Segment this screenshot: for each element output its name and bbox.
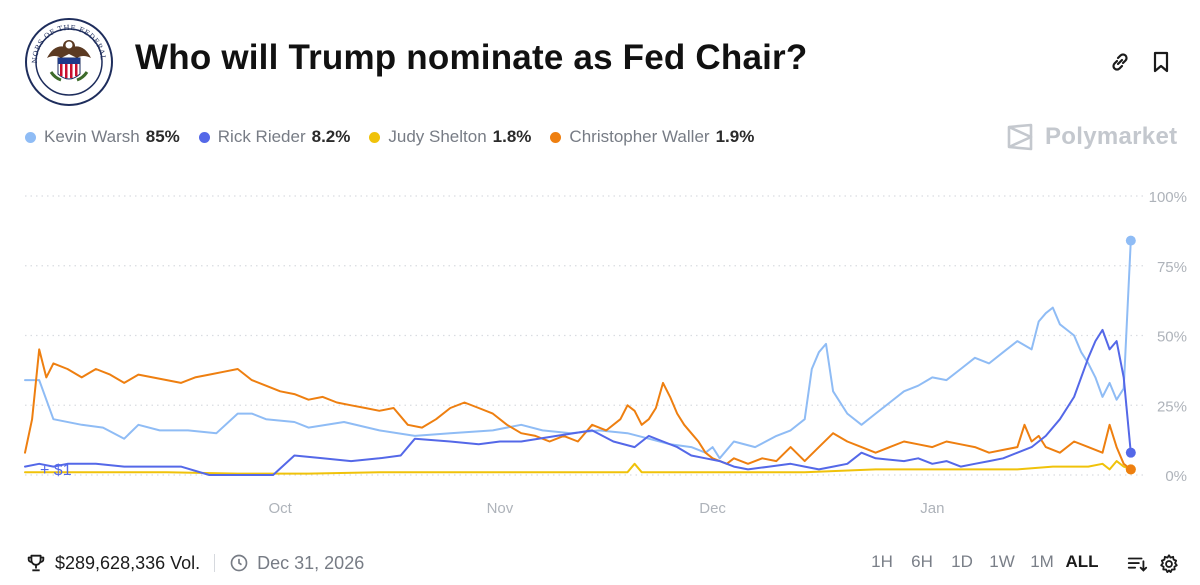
legend-item-judy-shelton[interactable]: Judy Shelton 1.8% [369,127,531,147]
legend-name: Rick Rieder [217,127,306,146]
clock-icon [230,554,248,572]
range-all[interactable]: ALL [1065,552,1099,571]
y-tick-label: 0% [1165,468,1187,485]
legend-name: Judy Shelton [388,127,487,146]
trophy-icon [27,554,45,572]
legend-dot [198,131,210,143]
sort-lines-icon[interactable] [1126,553,1148,575]
settings-gear-icon[interactable] [1158,553,1180,575]
series-line-kevin-warsh[interactable] [24,239,1132,460]
series-lines [24,239,1132,476]
x-tick-label: Dec [699,500,726,517]
x-tick-label: Oct [269,500,293,517]
range-1m[interactable]: 1M [1030,552,1054,571]
y-tick-label: 25% [1157,398,1187,415]
legend-value: 1.9% [715,127,755,146]
x-axis-labels: Oct Nov Dec Jan [269,500,945,517]
range-1d[interactable]: 1D [951,552,973,571]
series-endpoint-kevin-warsh[interactable] [1125,235,1136,246]
brand-name: Polymarket [1045,123,1178,150]
polymarket-brand: Polymarket [1005,122,1177,152]
legend-value: 8.2% [311,127,351,146]
end-date: Dec 31, 2026 [257,552,365,573]
time-range-selector: 1H 6H 1D 1W 1M ALL [862,552,1102,572]
legend-name: Kevin Warsh [44,127,140,146]
series-line-christopher-waller[interactable] [24,348,1132,471]
series-line-rick-rieder[interactable] [24,328,1132,476]
fed-seal-logo: BOARD OF GOVERNORS OF THE FEDERAL RESERV… [21,12,113,106]
bookmark-icon[interactable] [1149,50,1173,74]
legend-dot [369,131,381,143]
legend-dot [550,131,562,143]
series-endpoint-rick-rieder[interactable] [1125,447,1136,458]
legend-value: 1.8% [492,127,532,146]
y-axis-labels: 0% 25% 50% 75% 100% [1149,189,1187,485]
y-tick-label: 75% [1157,259,1187,276]
legend-item-rick-rieder[interactable]: Rick Rieder 8.2% [198,127,351,147]
chart-annotation: + $1 [40,462,72,479]
market-footer: $289,628,336 Vol. Dec 31, 2026 [25,552,364,574]
series-line-judy-shelton[interactable] [24,460,1132,475]
range-1h[interactable]: 1H [871,552,893,571]
link-icon[interactable] [1108,50,1132,74]
range-6h[interactable]: 6H [911,552,933,571]
series-endpoints [1125,235,1136,475]
x-tick-label: Nov [487,500,514,517]
legend-name: Christopher Waller [569,127,710,146]
polymarket-logo-icon [1007,123,1033,151]
divider [214,554,216,572]
legend-value: 85% [145,127,180,146]
volume-text: $289,628,336 Vol. [55,552,201,573]
price-history-chart[interactable]: 0% 25% 50% 75% 100% Oct Nov Dec Jan + $1 [0,180,1200,535]
page-title: Who will Trump nominate as Fed Chair? [135,38,808,77]
legend-dot [25,131,36,143]
chart-legend: Kevin Warsh 85% Rick Rieder 8.2% Judy Sh… [25,127,754,147]
legend-item-christopher-waller[interactable]: Christopher Waller 1.9% [550,127,754,147]
x-tick-label: Jan [920,500,944,517]
y-tick-label: 50% [1157,329,1187,346]
range-1w[interactable]: 1W [989,552,1015,571]
y-tick-label: 100% [1149,189,1187,206]
legend-item-kevin-warsh[interactable]: Kevin Warsh 85% [25,127,180,147]
series-endpoint-christopher-waller[interactable] [1125,464,1136,475]
